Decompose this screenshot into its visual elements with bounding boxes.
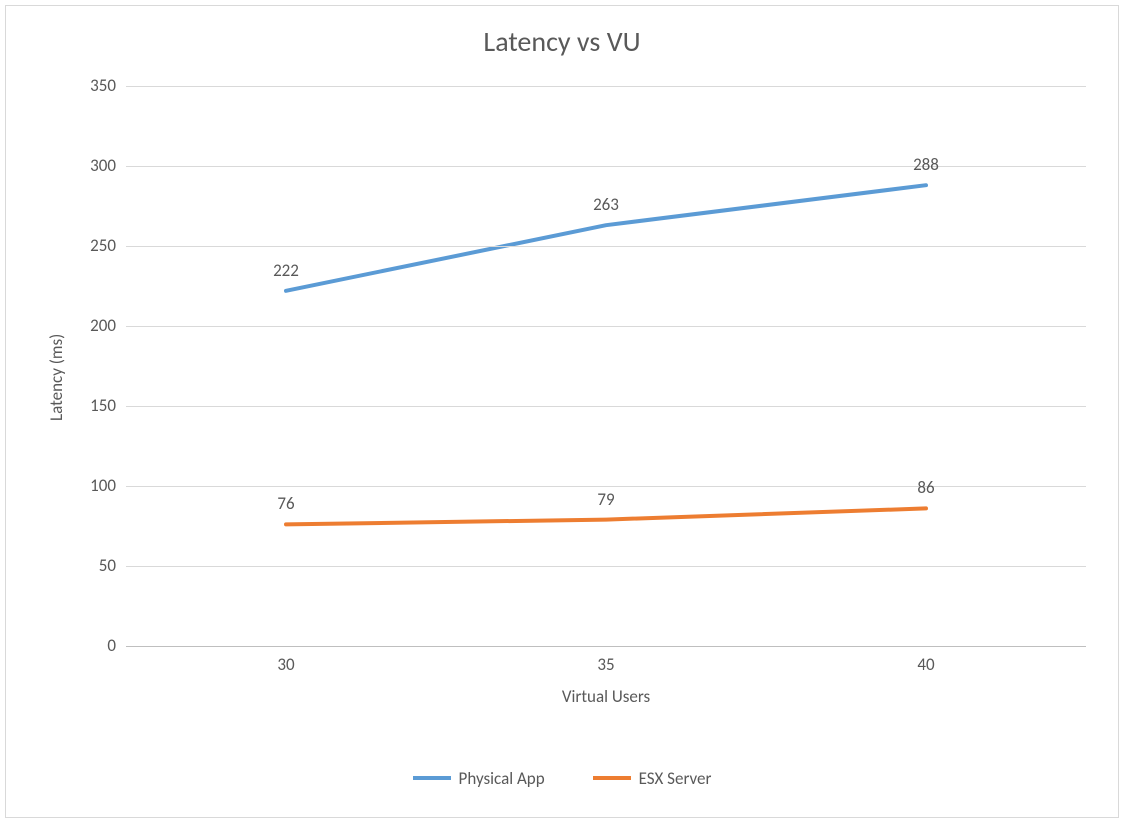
series-line	[286, 508, 926, 524]
x-axis-title: Virtual Users	[126, 686, 1086, 707]
data-label: 288	[913, 154, 939, 175]
chart-title: Latency vs VU	[6, 24, 1118, 59]
gridline	[126, 646, 1086, 647]
y-tick-label: 200	[76, 315, 116, 336]
gridline	[126, 246, 1086, 247]
y-tick-label: 50	[76, 555, 116, 576]
legend-item: ESX Server	[593, 768, 712, 789]
legend-swatch	[413, 776, 451, 780]
gridline	[126, 326, 1086, 327]
chart-frame: Latency vs VU Latency (ms) Virtual Users…	[5, 5, 1119, 818]
legend-item: Physical App	[413, 768, 545, 789]
data-label: 86	[917, 477, 934, 498]
data-label: 76	[277, 493, 294, 514]
data-label: 222	[273, 260, 299, 281]
legend: Physical App ESX Server	[6, 766, 1118, 789]
legend-label: Physical App	[459, 768, 545, 789]
y-axis-title: Latency (ms)	[46, 334, 67, 421]
y-tick-label: 0	[76, 635, 116, 656]
data-label: 263	[593, 194, 619, 215]
gridline	[126, 86, 1086, 87]
legend-swatch	[593, 776, 631, 780]
y-tick-label: 150	[76, 395, 116, 416]
data-label: 79	[597, 489, 614, 510]
y-tick-label: 100	[76, 475, 116, 496]
gridline	[126, 166, 1086, 167]
gridline	[126, 486, 1086, 487]
y-tick-label: 300	[76, 155, 116, 176]
lines-svg	[126, 86, 1086, 646]
x-tick-label: 40	[917, 654, 934, 675]
x-tick-label: 35	[597, 654, 614, 675]
plot-area	[126, 86, 1086, 646]
legend-label: ESX Server	[639, 768, 712, 789]
y-tick-label: 350	[76, 75, 116, 96]
x-tick-label: 30	[277, 654, 294, 675]
y-tick-label: 250	[76, 235, 116, 256]
gridline	[126, 566, 1086, 567]
gridline	[126, 406, 1086, 407]
